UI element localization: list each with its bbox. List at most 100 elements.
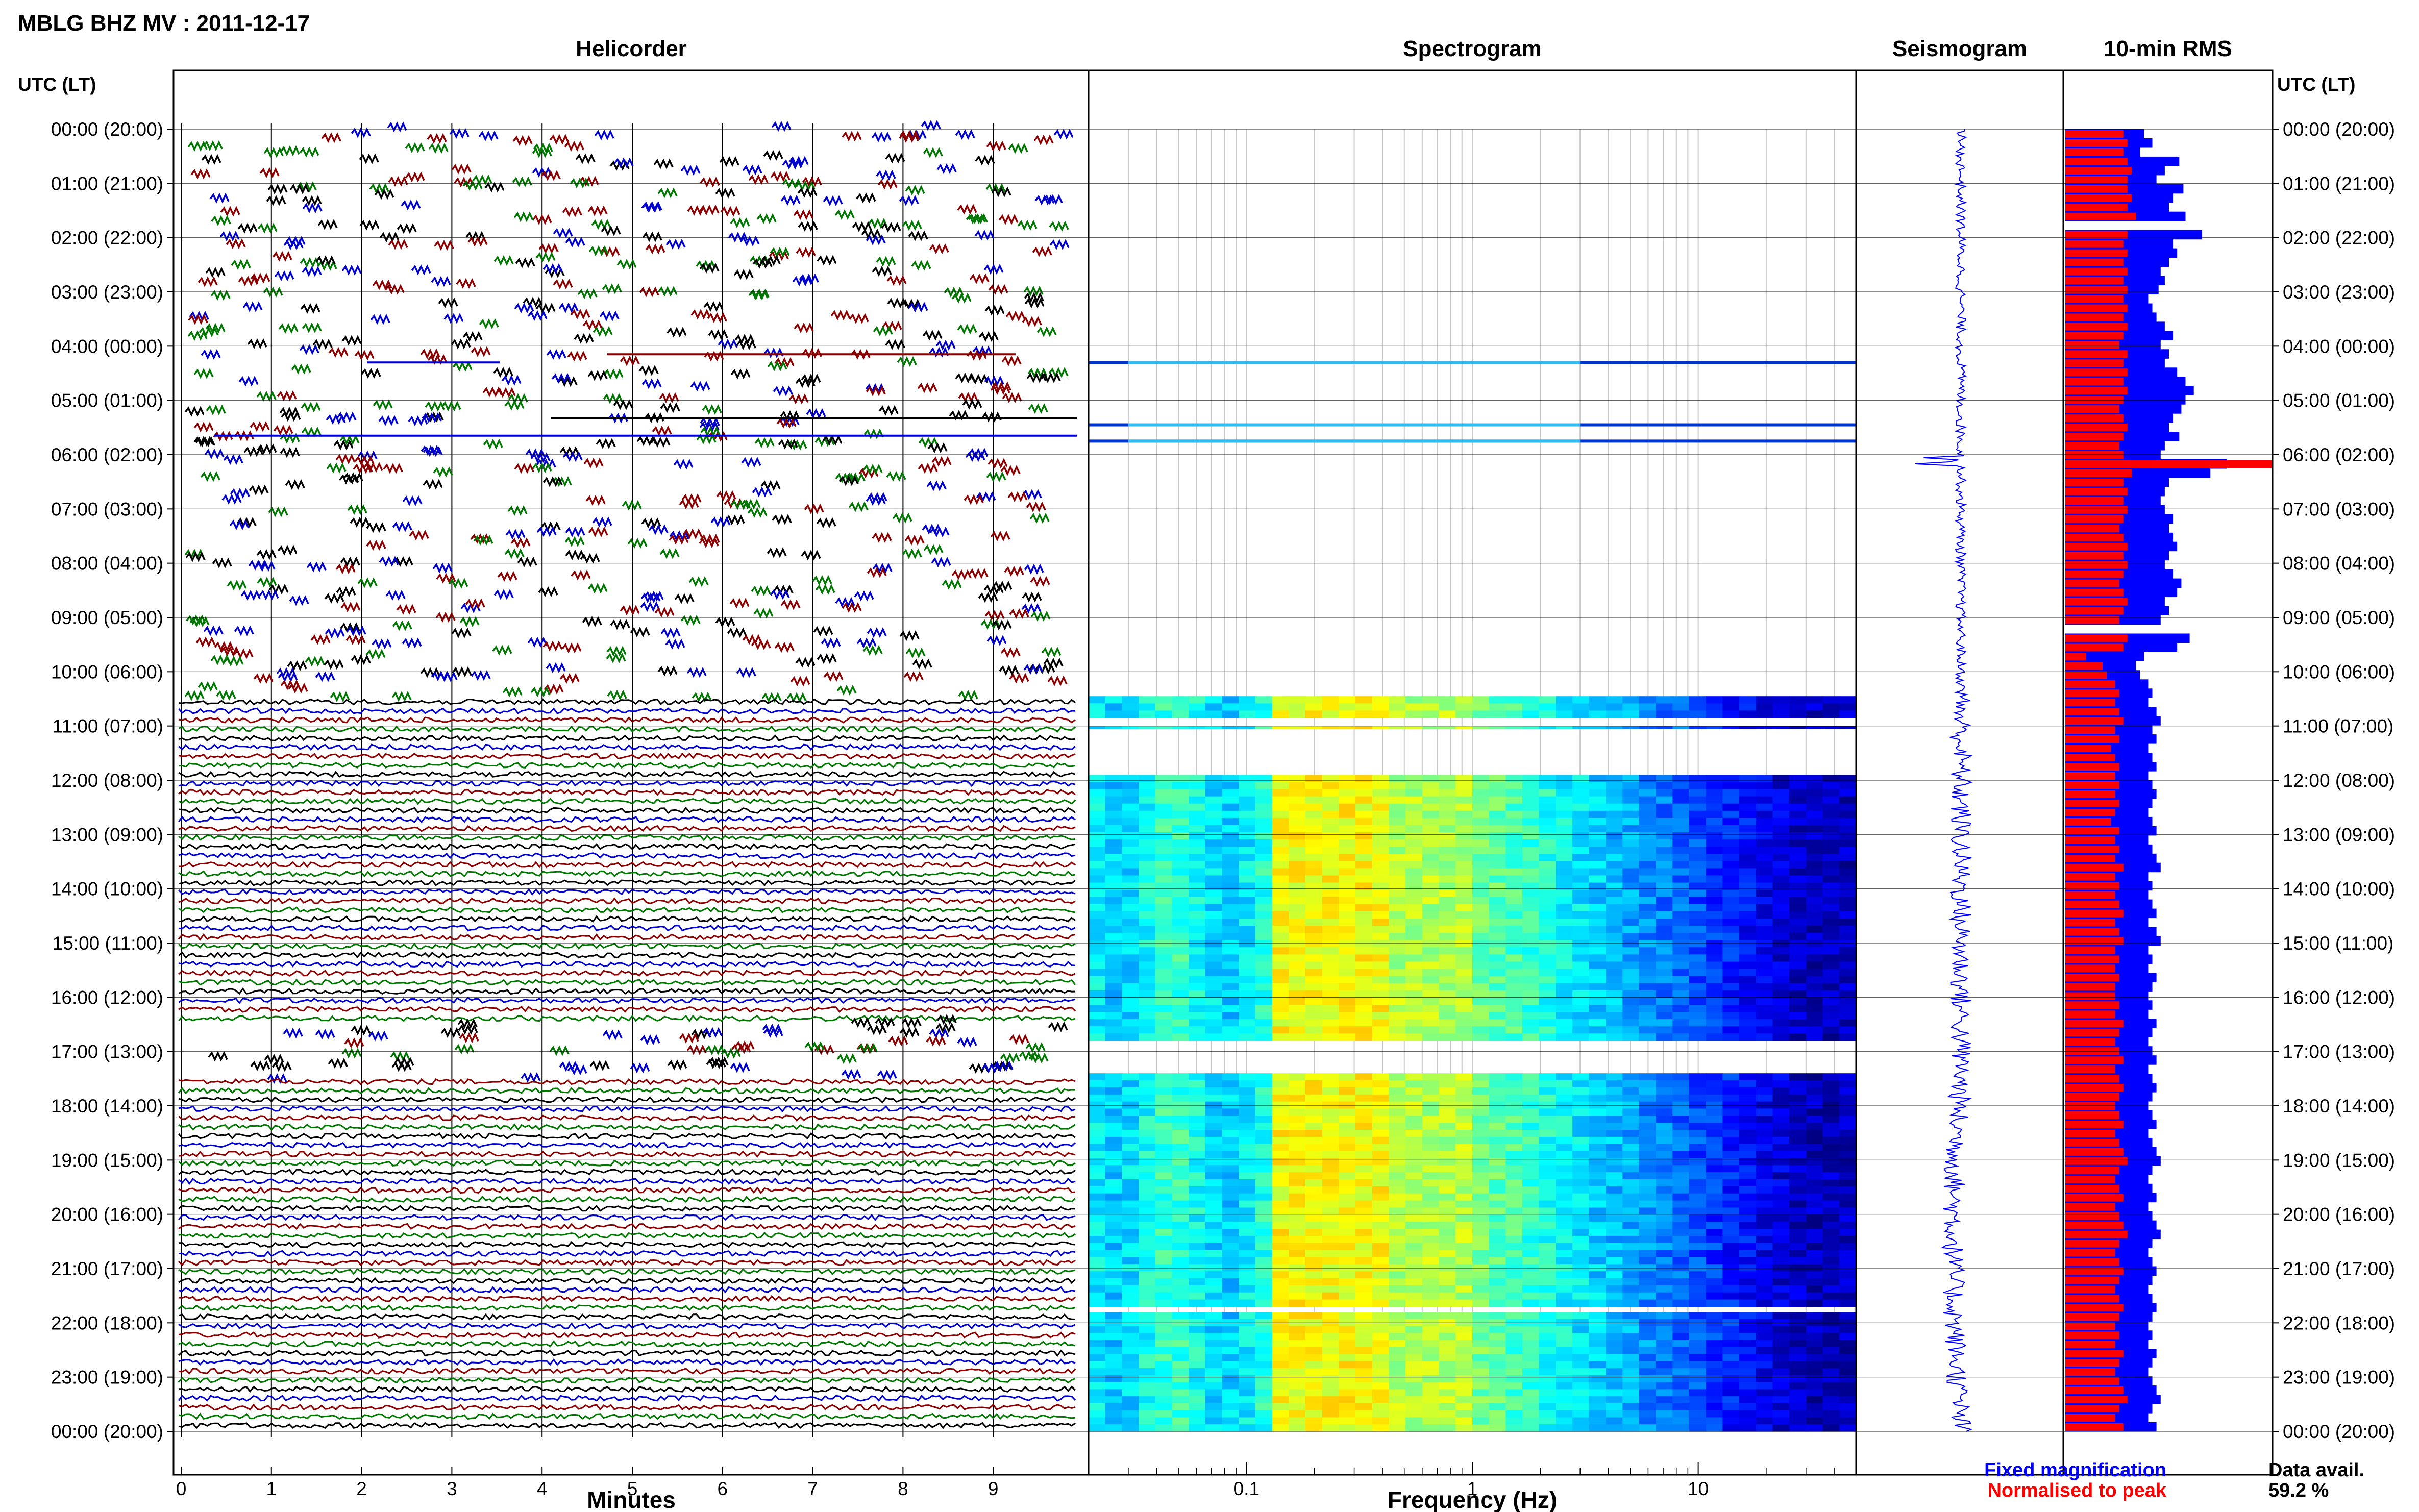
spectrogram-cell (1672, 1144, 1690, 1152)
spectrogram-cell (1439, 726, 1457, 729)
spectrogram-cell (1222, 954, 1240, 962)
spectrogram-cell (1255, 897, 1273, 905)
spectrogram-cell (1289, 990, 1306, 998)
spectrogram-cell (1355, 1094, 1373, 1102)
spectrogram-cell (1722, 1347, 1740, 1355)
helicorder-wiggle (957, 1036, 977, 1048)
spectrogram-cell (1722, 1417, 1740, 1425)
spectrogram-cell (1639, 954, 1657, 962)
spectrogram-cell (1522, 726, 1540, 729)
spectrogram-cell (1372, 1264, 1390, 1272)
spectrogram-cell (1105, 1235, 1123, 1244)
spectrogram-cell (1622, 1101, 1640, 1109)
spectrogram-cell (1239, 1243, 1256, 1251)
spectrogram-cell (1205, 1389, 1223, 1397)
spectrogram-cell (1606, 1264, 1623, 1272)
spectrogram-cell (1622, 1222, 1640, 1229)
spectrogram-cell (1772, 1136, 1790, 1145)
spectrogram-cell (1556, 726, 1573, 729)
spectrogram-cell (1472, 1278, 1490, 1286)
spectrogram-cell (1322, 1382, 1340, 1390)
spectrogram-cell (1189, 1080, 1206, 1088)
spectrogram-cell (1389, 1389, 1406, 1397)
spectrogram-cell (1172, 803, 1189, 811)
helicorder-wiggle (1030, 610, 1051, 622)
spectrogram-cell (1505, 1250, 1523, 1258)
spectrogram-cell (1355, 726, 1373, 729)
spectrogram-cell (1606, 1375, 1623, 1383)
helicorder-wiggle (686, 1044, 707, 1055)
spectrogram-cell (1105, 1151, 1123, 1159)
helicorder-wiggle (648, 524, 669, 535)
spectrogram-cell (1839, 1396, 1857, 1404)
helicorder-wiggle (1005, 310, 1026, 322)
spectrogram-cell (1339, 1101, 1356, 1109)
helicorder-wiggle (958, 392, 978, 403)
spectrogram-cell (1772, 1312, 1790, 1320)
spectrogram-cell (1222, 1019, 1240, 1027)
spectrogram-cell (1272, 1312, 1290, 1320)
spectrogram-cell (1689, 1278, 1707, 1286)
spectrogram-cell (1205, 1186, 1223, 1194)
helicorder-wiggle (797, 187, 818, 198)
spectrogram-cell (1439, 861, 1457, 869)
helicorder-wiggle (1009, 673, 1029, 684)
spectrogram-cell (1405, 983, 1423, 991)
spectrogram-cell (1089, 969, 1106, 977)
spectrogram-cell (1739, 947, 1757, 955)
spectrogram-cell (1372, 1005, 1390, 1012)
spectrogram-cell (1756, 775, 1773, 783)
spectrogram-cell (1139, 782, 1156, 790)
spectrogram-cell (1756, 1158, 1773, 1166)
spectrogram-cell (1639, 782, 1657, 790)
spectrogram-cell (1839, 1108, 1857, 1116)
spectrogram-cell (1672, 726, 1690, 729)
spectrogram-cell (1656, 1285, 1673, 1293)
spectrogram-cell (1739, 940, 1757, 948)
spectrogram-cell (1722, 1026, 1740, 1034)
spectrogram-cell (1789, 961, 1807, 970)
spectrogram-cell (1822, 1073, 1840, 1081)
spectrogram-cell (1606, 1326, 1623, 1333)
spectrogram-cell (1289, 868, 1306, 876)
spectrogram-cell (1389, 1285, 1406, 1293)
spectrogram-cell (1405, 897, 1423, 905)
spectrogram-cell (1172, 1417, 1189, 1425)
helicorder-wiggle (341, 335, 362, 346)
spectrogram-cell (1439, 1033, 1457, 1041)
spectrogram-cell (1372, 1012, 1390, 1020)
spectrogram-cell (1672, 782, 1690, 790)
helicorder-wiggle (753, 608, 774, 619)
spectrogram-cell (1205, 1073, 1223, 1081)
spectrogram-cell (1689, 1243, 1707, 1251)
spectrogram-cell (1355, 904, 1373, 912)
spectrogram-cell (1455, 1347, 1473, 1355)
helicorder-trace (178, 852, 1076, 859)
spectrogram-cell (1272, 997, 1290, 1005)
helicorder-wiggle (564, 140, 584, 152)
spectrogram-cell (1155, 1257, 1173, 1265)
spectrogram-cell (1656, 926, 1673, 933)
spectrogram-cell (1222, 1094, 1240, 1102)
spectrogram-cell (1505, 1087, 1523, 1095)
spectrogram-cell (1389, 854, 1406, 861)
spectrogram-cell (1589, 839, 1607, 847)
spectrogram-cell (1322, 726, 1340, 729)
spectrogram-cell (1455, 911, 1473, 919)
spectrogram-cell (1606, 1396, 1623, 1404)
spectrogram-cell (1522, 954, 1540, 962)
spectrogram-cell (1389, 1278, 1406, 1286)
spectrogram-cell (1305, 817, 1323, 826)
spectrogram-cell (1272, 1361, 1290, 1369)
spectrogram-cell (1239, 897, 1256, 905)
spectrogram-cell (1489, 1285, 1507, 1293)
spectrogram-cell (1556, 1264, 1573, 1272)
spectrogram-cell (1722, 1354, 1740, 1361)
spectrogram-cell (1772, 933, 1790, 940)
spectrogram-cell (1472, 1235, 1490, 1244)
spectrogram-cell (1389, 976, 1406, 984)
spectrogram-cell (1539, 875, 1557, 883)
spectrogram-cell (1539, 1417, 1557, 1425)
spectrogram-cell (1539, 710, 1557, 718)
spectrogram-cell (1205, 983, 1223, 991)
